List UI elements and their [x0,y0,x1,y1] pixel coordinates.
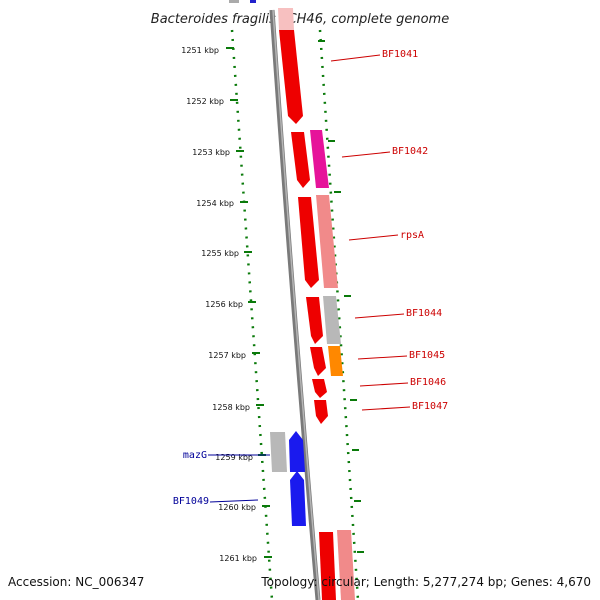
kbp-label: 1256 kbp [205,300,243,309]
gene-arrow-bf1042 [291,132,310,188]
gene-labels: BF1041 BF1042 rpsA BF1044 BF1045 BF1046 … [173,49,448,507]
gene-arrow-bf1045 [310,347,326,376]
kbp-label: 1261 kbp [219,554,257,563]
kbp-label: 1251 kbp [181,46,219,55]
gene-arrow-bf1049-blue [290,471,306,526]
kbp-label: 1253 kbp [192,148,230,157]
gene-feature-mazg-gray [270,432,287,472]
gene-label-bf1045: BF1045 [409,350,445,361]
gene-arrow-bf1044 [306,297,323,344]
gene-feature-bf1044-gray [323,296,341,344]
gene-feature-rpsa-light [316,195,338,288]
gene-label-bf1044: BF1044 [406,308,442,319]
accession-text: Accession: NC_006347 [8,575,144,589]
gene-label-bf1042: BF1042 [392,146,428,157]
gene-label-bf1046: BF1046 [410,377,446,388]
gene-features [278,8,355,600]
kbp-label: 1260 kbp [218,503,256,512]
kbp-label: 1252 kbp [186,97,224,106]
right-ticks [318,40,364,553]
gene-arrow-bottom-red [319,532,336,600]
genome-info-text: Topology: circular; Length: 5,277,274 bp… [260,575,591,589]
left-tick-track [230,29,274,600]
kbp-label: 1258 kbp [212,403,250,412]
kbp-label: 1259 kbp [215,453,253,462]
kbp-label: 1255 kbp [201,249,239,258]
gene-label-bf1041: BF1041 [382,49,418,60]
kbp-label: 1257 kbp [208,351,246,360]
genome-backbone [269,9,321,600]
gene-label-rpsa: rpsA [400,230,424,241]
gene-feature-bf1042-pink [310,130,329,188]
gene-feature-bottom-light [337,530,355,600]
gene-arrow-mazg-blue [289,431,305,472]
gene-arrow-rpsa [298,197,319,288]
top-fragment-blue [250,0,256,3]
gene-arrow-bf1041 [279,30,303,124]
reverse-features [270,431,306,526]
gene-feature-bf1045-orange [328,346,343,376]
gene-arrow-bf1047 [314,400,328,424]
kbp-ticks: 1251 kbp 1252 kbp 1253 kbp 1254 kbp 1255… [181,46,272,563]
genome-backbone-highlight [272,9,320,600]
gene-arrow-pale [278,8,294,30]
gene-label-mazg: mazG [183,450,207,461]
label-leaders [208,54,411,503]
gene-arrow-bf1046 [312,379,327,398]
gene-label-bf1049: BF1049 [173,496,209,507]
genome-title: Bacteroides fragilis YCH46, complete gen… [151,12,449,27]
top-fragment-gray [229,0,239,3]
kbp-label: 1254 kbp [196,199,234,208]
gene-label-bf1047: BF1047 [412,401,448,412]
